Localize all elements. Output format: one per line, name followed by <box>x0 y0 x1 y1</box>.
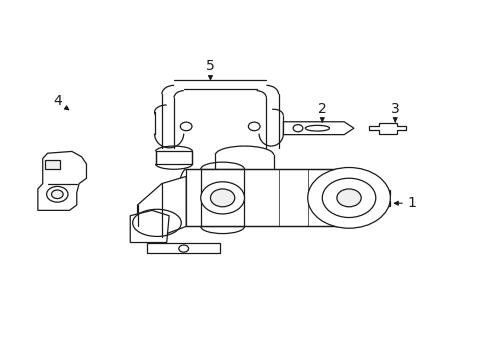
Text: 4: 4 <box>53 94 68 110</box>
Polygon shape <box>155 152 192 164</box>
Polygon shape <box>201 169 244 226</box>
Polygon shape <box>375 201 389 206</box>
Circle shape <box>248 122 260 131</box>
Circle shape <box>336 189 361 207</box>
Polygon shape <box>147 243 220 253</box>
Text: 5: 5 <box>205 59 214 80</box>
Text: 1: 1 <box>394 196 416 210</box>
Polygon shape <box>137 176 186 237</box>
Circle shape <box>179 245 188 252</box>
Text: 2: 2 <box>317 102 326 122</box>
Circle shape <box>307 167 389 228</box>
Polygon shape <box>375 190 389 195</box>
Polygon shape <box>130 210 169 243</box>
Text: 3: 3 <box>390 102 399 122</box>
Circle shape <box>51 190 63 199</box>
Polygon shape <box>45 160 60 169</box>
Circle shape <box>292 125 302 132</box>
Circle shape <box>46 186 68 202</box>
Polygon shape <box>38 152 86 210</box>
Polygon shape <box>283 122 353 135</box>
Polygon shape <box>369 123 406 134</box>
Polygon shape <box>186 169 341 226</box>
Circle shape <box>180 122 192 131</box>
Circle shape <box>322 178 375 217</box>
Circle shape <box>201 182 244 214</box>
Circle shape <box>210 189 234 207</box>
